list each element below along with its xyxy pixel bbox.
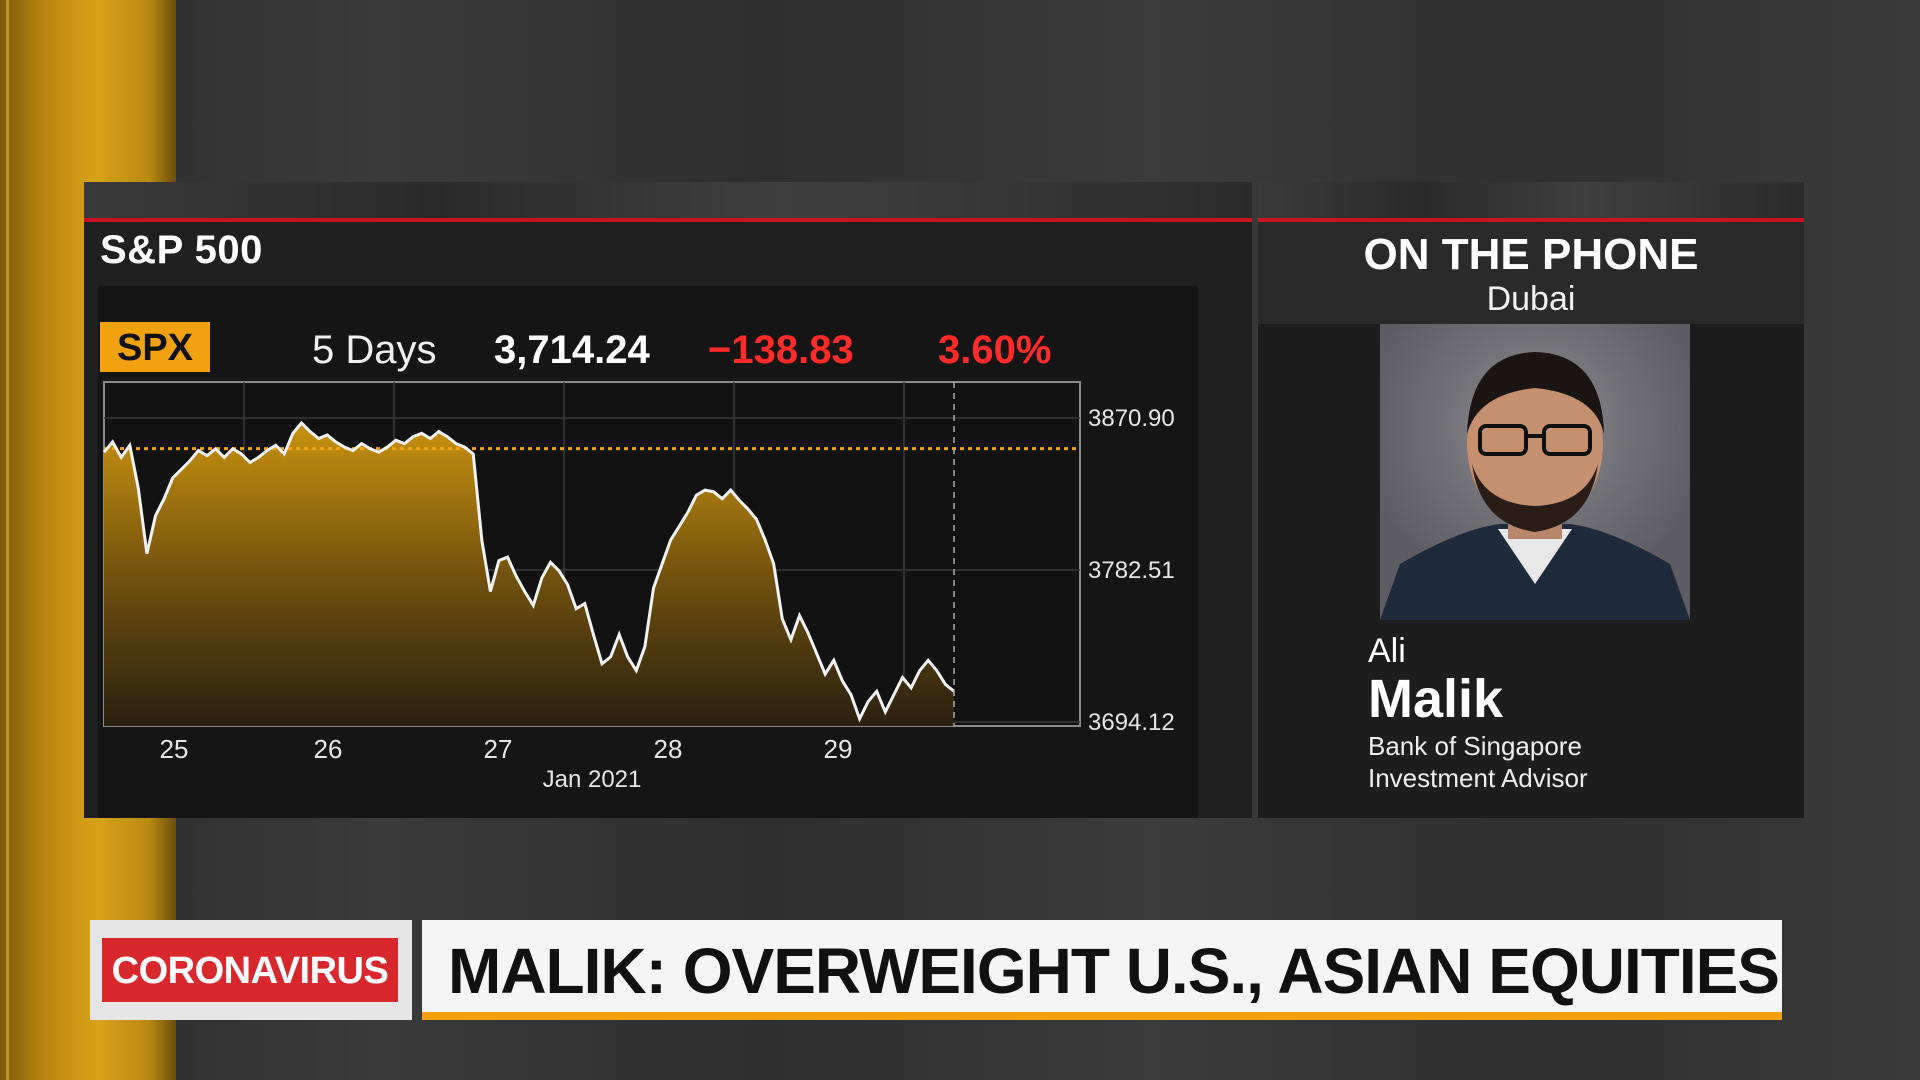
y-tick-label: 3870.90 <box>1088 405 1175 432</box>
y-tick-label: 3782.51 <box>1088 557 1175 584</box>
guest-panel-top-bar <box>1258 182 1804 218</box>
background-gold-line <box>6 0 9 1080</box>
price-line <box>102 420 955 723</box>
red-rule <box>84 218 1252 222</box>
chart-title: S&P 500 <box>100 228 263 272</box>
panel-top-bar <box>84 182 1252 218</box>
topic-tag-box: CORONAVIRUS <box>90 920 412 1020</box>
on-the-phone-title: ON THE PHONE <box>1363 230 1699 279</box>
guest-red-rule <box>1258 218 1804 222</box>
guest-location: Dubai <box>1486 280 1576 318</box>
guest-panel: ON THE PHONE Dubai Ali Malik Bank of Sin… <box>1258 182 1804 818</box>
chart-panel: S&P 500 SPX 5 Days 3,714.24 −138.83 3.60… <box>84 182 1252 818</box>
x-tick-label: 27 <box>484 734 513 764</box>
headline: MALIK: OVERWEIGHT U.S., ASIAN EQUITIES <box>448 935 1780 1007</box>
x-tick-label: 25 <box>160 734 189 764</box>
guest-organization: Bank of Singapore <box>1368 731 1582 761</box>
guest-portrait-image <box>1380 352 1690 620</box>
last-price: 3,714.24 <box>494 328 650 372</box>
guest-header <box>1258 222 1804 324</box>
price-change: −138.83 <box>708 328 854 372</box>
y-tick-label: 3694.12 <box>1088 709 1175 736</box>
guest-affiliation: Bank of Singapore Investment Advisor <box>1368 730 1588 794</box>
ticker-badge: SPX <box>100 322 210 372</box>
guest-last-name: Malik <box>1368 669 1504 729</box>
guest-photo <box>1380 324 1690 620</box>
x-tick-label: 28 <box>654 734 683 764</box>
x-axis-caption: Jan 2021 <box>543 766 642 793</box>
price-change-percent: 3.60% <box>938 328 1052 372</box>
price-area-fill <box>104 423 954 726</box>
x-tick-label: 29 <box>824 734 853 764</box>
x-tick-label: 26 <box>314 734 343 764</box>
guest-role: Investment Advisor <box>1368 763 1588 793</box>
headline-bar: MALIK: OVERWEIGHT U.S., ASIAN EQUITIES <box>422 920 1782 1020</box>
topic-tag: CORONAVIRUS <box>102 938 398 1002</box>
period-label: 5 Days <box>312 328 437 372</box>
guest-first-name: Ali <box>1368 632 1406 670</box>
price-chart: 3870.90 3782.51 3694.12 25 26 27 28 29 Jan 202… <box>102 381 1175 793</box>
